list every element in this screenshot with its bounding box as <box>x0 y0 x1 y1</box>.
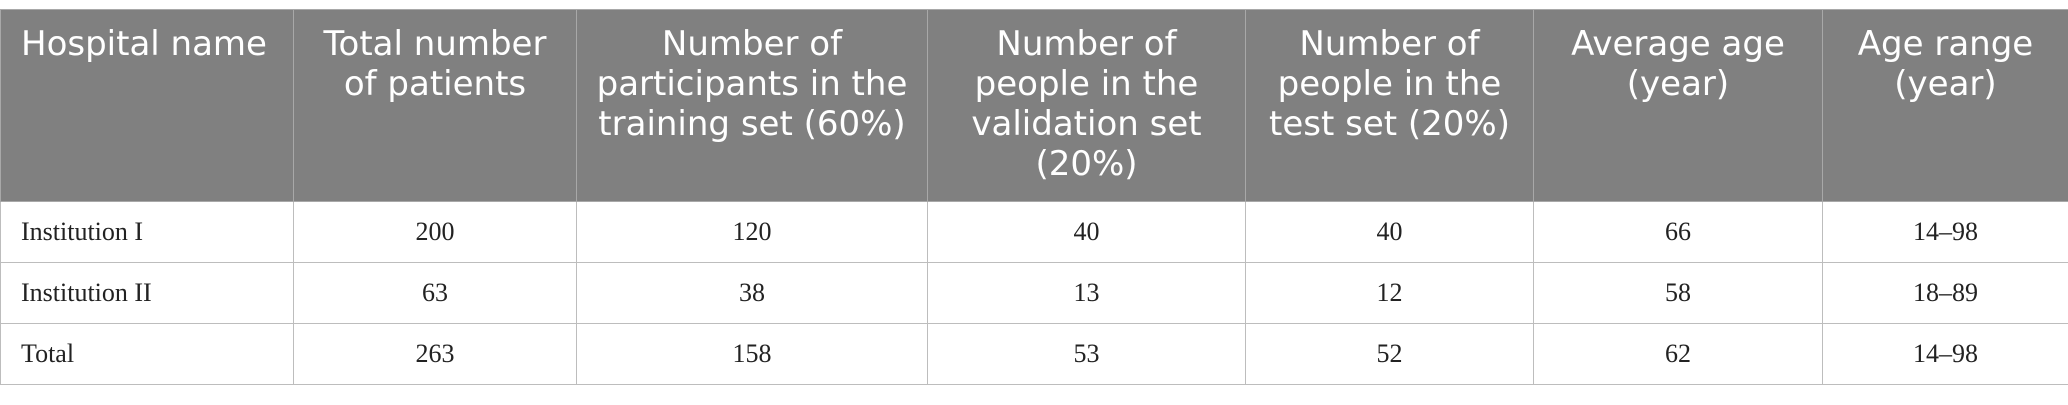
table-cell: 14–98 <box>1822 323 2068 385</box>
table-cell: Institution II <box>0 262 294 324</box>
table-cell: 158 <box>576 323 928 385</box>
table-cell: 40 <box>1245 201 1534 263</box>
table-cell: Institution I <box>0 201 294 263</box>
table-cell: 13 <box>927 262 1246 324</box>
header-row: Hospital name Total number of patients Num… <box>0 9 2068 202</box>
header-cell: Average age (year) <box>1533 9 1823 202</box>
header-cell: Number of people in the test set (20%) <box>1245 9 1534 202</box>
table-cell: 40 <box>927 201 1246 263</box>
data-table: Hospital name Total number of patients Num… <box>0 9 2068 385</box>
table-cell: 62 <box>1533 323 1823 385</box>
table-row: Total 263 158 53 52 62 14–98 <box>0 323 2068 385</box>
table-row: Institution I 200 120 40 40 66 14–98 <box>0 201 2068 263</box>
table-cell: Total <box>0 323 294 385</box>
table-header: Hospital name Total number of patients Num… <box>0 9 2068 202</box>
table-cell: 120 <box>576 201 928 263</box>
table-cell: 58 <box>1533 262 1823 324</box>
header-cell: Number of participants in the training s… <box>576 9 928 202</box>
table-cell: 14–98 <box>1822 201 2068 263</box>
table-cell: 12 <box>1245 262 1534 324</box>
table-row: Institution II 63 38 13 12 58 18–89 <box>0 262 2068 324</box>
header-cell: Age range (year) <box>1822 9 2068 202</box>
table-cell: 53 <box>927 323 1246 385</box>
header-cell: Number of people in the validation set (… <box>927 9 1246 202</box>
table-cell: 38 <box>576 262 928 324</box>
header-cell: Hospital name <box>0 9 294 202</box>
table-cell: 52 <box>1245 323 1534 385</box>
table-cell: 66 <box>1533 201 1823 263</box>
header-cell: Total number of patients <box>293 9 577 202</box>
table-cell: 200 <box>293 201 577 263</box>
table-cell: 18–89 <box>1822 262 2068 324</box>
table-body: Institution I 200 120 40 40 66 14–98 Institutio… <box>0 201 2068 385</box>
table-cell: 63 <box>293 262 577 324</box>
table-cell: 263 <box>293 323 577 385</box>
